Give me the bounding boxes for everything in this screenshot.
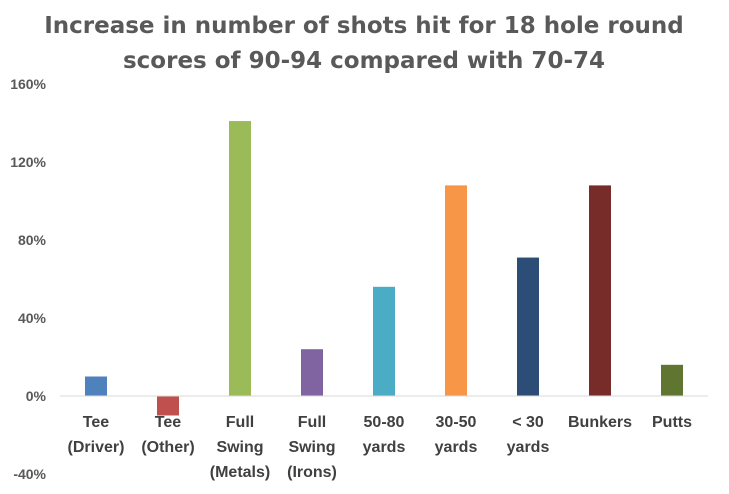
x-tick-label: Putts bbox=[652, 414, 692, 431]
x-tick-label: (Metals) bbox=[210, 464, 270, 481]
bar bbox=[229, 121, 251, 397]
x-tick-label: Tee bbox=[83, 414, 109, 431]
bar bbox=[517, 257, 539, 396]
x-axis: Tee (Driver) Tee (Other) Full Swing (Metals) Fu… bbox=[68, 414, 693, 481]
y-tick-label: -40% bbox=[13, 466, 46, 482]
x-tick-label: Tee bbox=[155, 414, 181, 431]
x-tick-label: 50-80 bbox=[364, 414, 405, 431]
y-tick-label: 40% bbox=[18, 310, 47, 326]
x-tick-label: yards bbox=[363, 439, 406, 456]
x-tick-label: Full bbox=[226, 414, 254, 431]
bars bbox=[85, 121, 683, 416]
x-tick-label: (Other) bbox=[141, 439, 194, 456]
x-tick-label: yards bbox=[507, 439, 550, 456]
y-tick-label: 0% bbox=[26, 388, 47, 404]
x-tick-label: Swing bbox=[216, 439, 263, 456]
y-tick-label: 80% bbox=[18, 232, 47, 248]
x-tick-label: 30-50 bbox=[436, 414, 477, 431]
x-tick-label: (Driver) bbox=[68, 439, 125, 456]
x-tick-label: Bunkers bbox=[568, 414, 632, 431]
bar bbox=[157, 396, 179, 416]
y-tick-label: 160% bbox=[10, 76, 46, 92]
bar bbox=[85, 376, 107, 396]
bar bbox=[661, 364, 683, 396]
x-tick-label: yards bbox=[435, 439, 478, 456]
bar bbox=[589, 185, 611, 396]
x-tick-label: < 30 bbox=[512, 414, 544, 431]
chart-title-line-2: scores of 90-94 compared with 70-74 bbox=[123, 48, 605, 74]
chart-title-line-1: Increase in number of shots hit for 18 h… bbox=[44, 13, 684, 39]
bar bbox=[373, 286, 395, 396]
x-tick-label: Full bbox=[298, 414, 326, 431]
x-tick-label: (Irons) bbox=[287, 464, 337, 481]
x-tick-label: Swing bbox=[288, 439, 335, 456]
y-tick-label: 120% bbox=[10, 154, 46, 170]
bar bbox=[301, 349, 323, 396]
y-axis: -40% 0% 40% 80% 120% 160% bbox=[10, 76, 46, 482]
bar bbox=[445, 185, 467, 396]
